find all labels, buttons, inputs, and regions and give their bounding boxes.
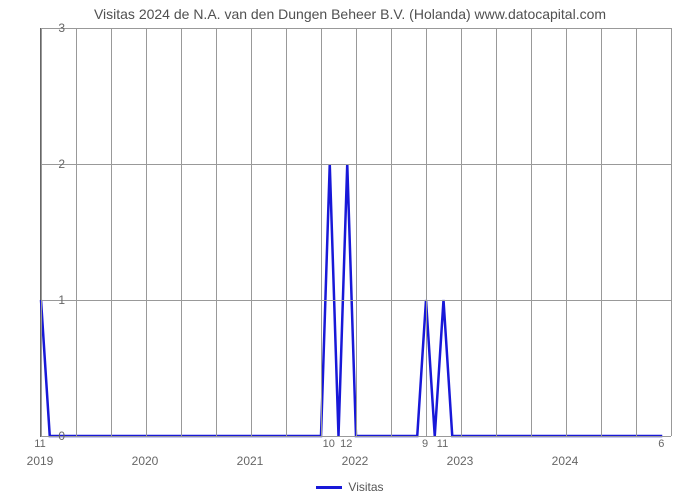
x-year-label: 2020 [132, 454, 159, 468]
x-year-label: 2021 [237, 454, 264, 468]
gridline-v [321, 28, 322, 436]
x-year-label: 2023 [447, 454, 474, 468]
gridline-v [671, 28, 672, 436]
gridline-h [41, 436, 671, 437]
chart-title: Visitas 2024 de N.A. van den Dungen Behe… [0, 6, 700, 22]
gridline-v [601, 28, 602, 436]
legend-swatch [316, 486, 342, 489]
gridline-v [181, 28, 182, 436]
gridline-v [251, 28, 252, 436]
gridline-v [146, 28, 147, 436]
gridline-v [531, 28, 532, 436]
gridline-v [391, 28, 392, 436]
y-tick-label: 1 [35, 293, 65, 307]
x-year-label: 2019 [27, 454, 54, 468]
legend-label: Visitas [348, 480, 383, 494]
gridline-v [216, 28, 217, 436]
gridline-v [636, 28, 637, 436]
x-sub-label: 6 [658, 438, 664, 450]
gridline-v [286, 28, 287, 436]
y-tick-label: 2 [35, 157, 65, 171]
x-year-label: 2022 [342, 454, 369, 468]
gridline-v [566, 28, 567, 436]
gridline-v [461, 28, 462, 436]
y-tick-label: 3 [35, 21, 65, 35]
x-sub-label: 9 [422, 438, 428, 450]
gridline-v [41, 28, 42, 436]
x-sub-label: 12 [340, 438, 352, 450]
legend: Visitas [0, 480, 700, 494]
gridline-v [76, 28, 77, 436]
x-sub-label: 10 [323, 438, 335, 450]
gridline-v [356, 28, 357, 436]
gridline-v [426, 28, 427, 436]
x-sub-label: 11 [34, 438, 45, 450]
plot-area [40, 28, 671, 437]
gridline-v [111, 28, 112, 436]
chart-container: Visitas 2024 de N.A. van den Dungen Behe… [0, 0, 700, 500]
x-sub-label: 11 [437, 438, 448, 450]
gridline-v [496, 28, 497, 436]
x-year-label: 2024 [552, 454, 579, 468]
